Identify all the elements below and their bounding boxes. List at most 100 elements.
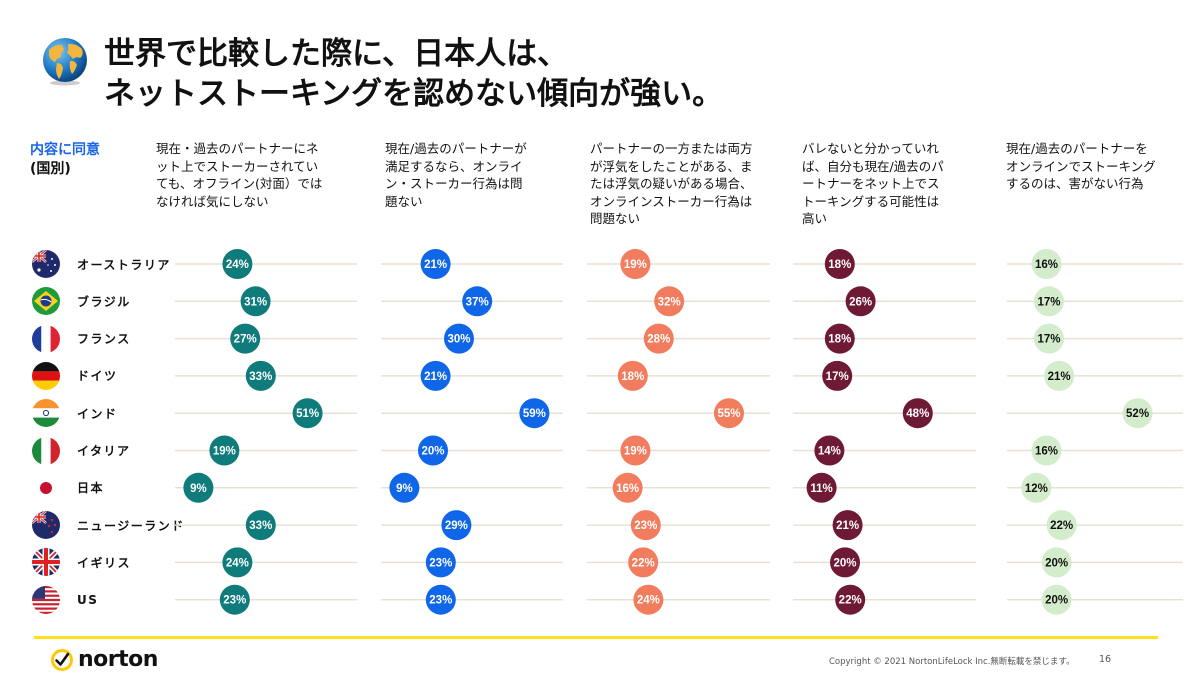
data-label: 17% xyxy=(826,371,849,383)
data-point xyxy=(1041,584,1072,615)
data-label: 19% xyxy=(624,259,647,271)
data-point xyxy=(612,472,643,503)
page-number: 16 xyxy=(1099,654,1112,665)
flag-uk-icon xyxy=(32,548,60,577)
data-label: 18% xyxy=(828,334,851,346)
data-label: 27% xyxy=(234,334,257,346)
series-3: 19% 32% 28% 18% 55% 19% 16% 23% 22% 24% xyxy=(587,249,770,615)
agree-label: 内容に同意 xyxy=(30,142,100,158)
data-label: 52% xyxy=(1126,408,1149,420)
data-label: 14% xyxy=(818,446,841,458)
country-row: ニュージーランド xyxy=(32,510,185,540)
column-header-line: 高い xyxy=(802,211,828,226)
country-row: フランス xyxy=(32,324,131,354)
series-1: 24% 31% 27% 33% 51% 19% 9% 33% 24% 23% xyxy=(175,249,357,615)
data-point xyxy=(425,547,456,578)
data-point xyxy=(389,472,420,503)
data-point xyxy=(230,323,261,354)
footer-divider xyxy=(34,636,1158,639)
country-name: インド xyxy=(77,406,118,421)
logo-text: norton xyxy=(78,647,158,672)
data-label: 33% xyxy=(249,371,272,383)
data-label: 30% xyxy=(447,334,470,346)
data-point xyxy=(245,360,276,391)
data-label: 29% xyxy=(445,520,468,532)
data-point xyxy=(617,360,648,391)
globe-icon xyxy=(43,38,87,86)
flag-us-icon xyxy=(32,585,60,614)
data-point xyxy=(444,323,474,354)
data-label: 19% xyxy=(624,446,647,458)
data-point xyxy=(425,584,456,615)
country-row: US xyxy=(32,585,98,615)
country-row: イギリス xyxy=(32,547,131,577)
country-row: ドイツ xyxy=(32,361,118,391)
column-header-line: が浮気をしたことがある、ま xyxy=(590,158,753,174)
data-point xyxy=(1034,286,1065,317)
data-label: 21% xyxy=(424,371,447,383)
by-country-label: (国別) xyxy=(30,161,71,177)
data-label: 32% xyxy=(658,296,681,308)
data-label: 20% xyxy=(1045,557,1068,569)
data-label: 22% xyxy=(839,595,862,607)
data-point xyxy=(209,435,240,466)
country-name: フランス xyxy=(77,332,131,347)
flag-germany-icon xyxy=(32,361,60,390)
data-point xyxy=(1021,472,1052,503)
data-point xyxy=(620,435,651,466)
data-point xyxy=(240,286,271,317)
data-point xyxy=(222,547,253,578)
data-point xyxy=(222,249,253,279)
data-label: 22% xyxy=(632,557,655,569)
column-header-3: パートナーの一方または両方 が浮気をしたことがある、ま たは浮気の疑いがある場合、オ… xyxy=(590,140,780,228)
flag-brazil-icon xyxy=(32,287,60,316)
data-label: 17% xyxy=(1037,334,1060,346)
data-label: 18% xyxy=(621,371,644,383)
country-name: イギリス xyxy=(77,555,132,570)
data-point xyxy=(822,360,853,391)
data-label: 22% xyxy=(1050,520,1073,532)
data-point xyxy=(420,249,451,279)
data-point xyxy=(1122,398,1153,429)
series-4: 18% 26% 18% 17% 48% 14% 11% 21% 20% 22% xyxy=(793,249,976,615)
data-point xyxy=(1034,323,1065,354)
data-point xyxy=(219,584,250,615)
column-header-line: するのは、害がない行為 xyxy=(1006,176,1144,191)
data-label: 12% xyxy=(1025,483,1048,495)
data-label: 16% xyxy=(1035,259,1058,271)
data-label: 19% xyxy=(213,446,236,458)
flag-australia-icon xyxy=(32,250,60,278)
page-title: 世界で比較した際に、日本人は、 ネットストーキングを認めない傾向が強い。 xyxy=(104,34,723,114)
column-header-5: 現在/過去のパートナーを オンラインでストーキング するのは、害がない行為 xyxy=(1006,140,1196,193)
column-header-line: バレないと分かっていれ xyxy=(802,141,939,156)
data-label: 23% xyxy=(223,595,246,607)
row-axis-label: 内容に同意 (国別) xyxy=(30,141,100,179)
data-label: 9% xyxy=(396,483,413,495)
column-header-line: 現在/過去のパートナーを xyxy=(1006,141,1148,156)
column-header-4: バレないと分かっていれ ば、自分も現在/過去のパ ートナーをネット上でス トーキングす… xyxy=(802,140,992,228)
column-header-1: 現在・過去のパートナーにネ ット上でストーカーされてい ても、オフライン(対面）では… xyxy=(156,140,346,210)
data-point xyxy=(292,398,323,429)
data-label: 33% xyxy=(249,520,272,532)
country-name: 日本 xyxy=(77,481,105,496)
flag-italy-icon xyxy=(32,436,60,465)
data-label: 18% xyxy=(828,259,851,271)
column-header-line: 現在/過去のパートナーが xyxy=(385,141,527,156)
data-label: 51% xyxy=(296,408,319,420)
column-header-line: ても、オフライン(対面）では xyxy=(156,176,323,191)
column-header-line: パートナーの一方または両方 xyxy=(590,141,753,156)
data-point xyxy=(633,584,664,615)
flag-france-icon xyxy=(32,324,60,353)
data-point xyxy=(643,323,674,354)
data-point xyxy=(630,510,661,541)
column-header-line: オンラインでストーキング xyxy=(1006,158,1156,174)
data-label: 20% xyxy=(1045,595,1068,607)
data-point xyxy=(1031,435,1062,466)
column-header-line: なければ気にしない xyxy=(156,193,269,209)
data-point xyxy=(245,510,276,541)
column-header-line: オンラインストーカー行為は xyxy=(590,193,753,209)
data-point xyxy=(714,398,744,429)
data-label: 21% xyxy=(836,520,859,532)
country-name: ドイツ xyxy=(77,369,118,384)
